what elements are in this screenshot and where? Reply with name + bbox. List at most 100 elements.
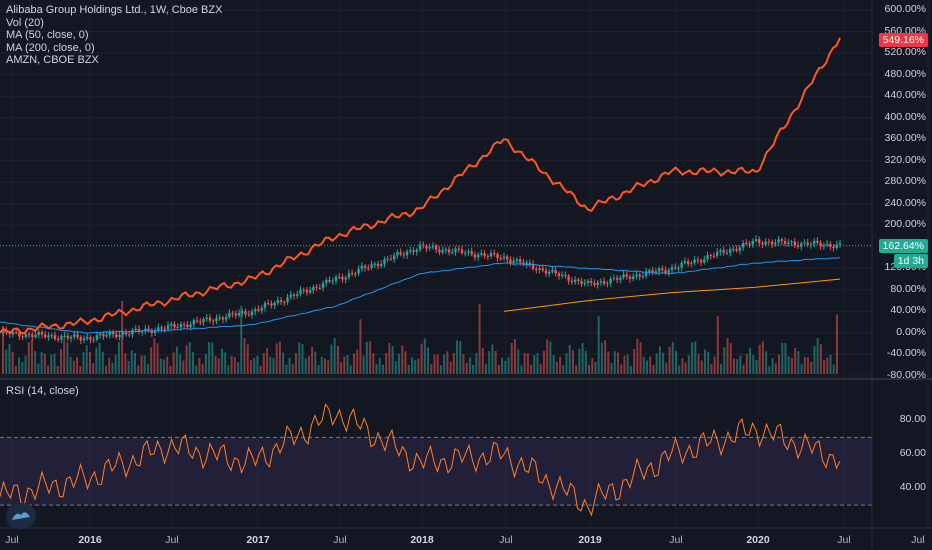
candle-body [163, 328, 166, 330]
price-tick: 40.00% [890, 304, 926, 317]
candle-body [728, 249, 732, 253]
volume-bar [166, 356, 169, 374]
candle-body [179, 324, 183, 328]
volume-bar [98, 343, 101, 374]
volume-bar [27, 342, 30, 374]
candle-body [331, 280, 334, 282]
candle-body [231, 312, 234, 314]
volume-bar [385, 353, 388, 374]
volume-bar [311, 347, 314, 374]
candle-body [425, 245, 428, 249]
candle-body [389, 258, 393, 260]
volume-bar [662, 352, 665, 374]
candle-body [392, 255, 396, 260]
candle-body [554, 269, 557, 274]
candle-body [302, 289, 305, 291]
candle-body [467, 251, 470, 253]
volume-bar [597, 316, 600, 374]
volume-bar [423, 338, 426, 374]
volume-bar [639, 342, 642, 374]
candle-body [661, 268, 664, 271]
volume-bar [43, 353, 46, 374]
volume-bar [636, 338, 639, 374]
volume-bar [591, 357, 594, 374]
volume-bar [336, 345, 339, 374]
volume-bar [340, 362, 343, 374]
volume-bar [533, 355, 536, 374]
candle-body [115, 334, 118, 338]
volume-bar [298, 342, 301, 374]
legend-ma50[interactable]: MA (50, close, 0) [6, 29, 89, 41]
volume-bar [816, 338, 819, 374]
volume-bar [76, 357, 79, 374]
volume-bar [391, 346, 394, 374]
volume-bar [629, 365, 632, 374]
candle-body [735, 248, 738, 251]
candle-body [506, 256, 509, 260]
legend-vol[interactable]: Vol (20) [6, 16, 44, 29]
candle-body [434, 245, 438, 250]
rsi-line [0, 402, 841, 517]
volume-bar [491, 344, 494, 374]
candle-body [732, 248, 735, 250]
volume-bar [18, 357, 21, 374]
candle-body [428, 247, 431, 249]
candle-body [596, 282, 599, 285]
candle-body [66, 335, 70, 339]
volume-bar [69, 356, 72, 374]
candle-body [24, 333, 28, 337]
volume-bar [146, 364, 149, 374]
candle-body [212, 320, 215, 322]
volume-bar [105, 365, 108, 374]
candle-body [195, 320, 199, 322]
candle-body [551, 269, 554, 272]
volume-bar [465, 363, 468, 374]
rsi-legend[interactable]: RSI (14, close) [6, 385, 79, 397]
volume-bar [472, 364, 475, 374]
candle-body [470, 251, 473, 255]
volume-bar [66, 342, 69, 374]
volume-bar [749, 347, 752, 374]
legend-compare[interactable]: AMZN, CBOE BZX [6, 54, 99, 66]
legend-title[interactable]: Alibaba Group Holdings Ltd., 1W, Cboe BZ… [6, 4, 223, 16]
volume-bar [314, 351, 317, 374]
volume-bar [613, 351, 616, 374]
volume-bar [330, 344, 333, 374]
volume-bar [233, 356, 236, 374]
candle-body [124, 332, 128, 335]
candle-body [370, 264, 373, 268]
volume-bar [394, 361, 397, 374]
candle-body [270, 303, 273, 306]
volume-bar [668, 346, 671, 374]
tradingview-logo-icon[interactable] [6, 503, 36, 529]
volume-bar [729, 343, 732, 374]
volume-bar [266, 348, 269, 374]
candle-body [528, 262, 532, 264]
candle-body [247, 314, 250, 316]
volume-bar [626, 354, 629, 374]
legend-ma200[interactable]: MA (200, close, 0) [6, 41, 95, 54]
volume-bar [439, 365, 442, 374]
volume-bar [774, 363, 777, 374]
candle-body [108, 332, 112, 336]
volume-bar [121, 300, 124, 374]
candle-body [21, 336, 24, 338]
volume-bar [249, 360, 252, 374]
candle-body [696, 259, 700, 261]
candle-body [344, 277, 347, 280]
volume-bar [143, 355, 146, 374]
volume-bar [191, 352, 194, 374]
volume-bar [47, 365, 50, 374]
volume-bar [14, 365, 17, 374]
candle-body [767, 241, 771, 243]
candle-body [376, 263, 380, 267]
volume-bar [539, 363, 542, 374]
volume-bar [169, 365, 172, 374]
candle-body [738, 247, 742, 251]
candle-body [299, 289, 302, 295]
volume-bar [388, 343, 391, 374]
volume-bar [742, 364, 745, 374]
candle-body [790, 241, 793, 243]
rsi-tick: 40.00 [899, 481, 926, 494]
